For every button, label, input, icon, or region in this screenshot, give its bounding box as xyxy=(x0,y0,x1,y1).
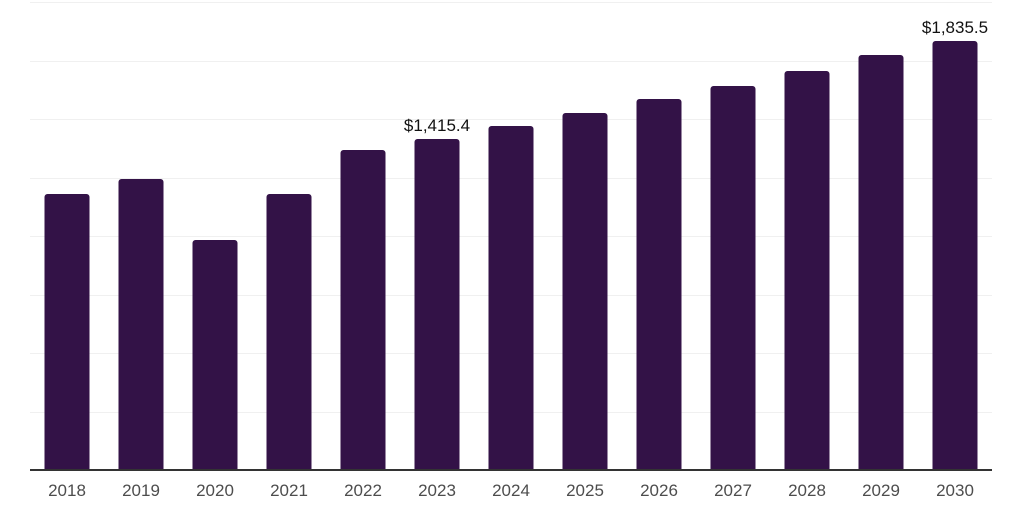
bar-2028 xyxy=(784,71,830,470)
bar-band-2028 xyxy=(770,2,844,470)
x-tick-2026: 2026 xyxy=(640,481,678,500)
bar-2029 xyxy=(858,55,904,470)
x-tick-2019: 2019 xyxy=(122,481,160,500)
bar-band-2018 xyxy=(30,2,104,470)
x-axis-line xyxy=(30,469,992,471)
bar-band-2020 xyxy=(178,2,252,470)
bar-2021 xyxy=(266,194,312,470)
bar-2022 xyxy=(340,150,386,470)
x-tick-2021: 2021 xyxy=(270,481,308,500)
bar-band-2029 xyxy=(844,2,918,470)
x-tick-2022: 2022 xyxy=(344,481,382,500)
bar-2020 xyxy=(192,239,238,470)
x-tick-2029: 2029 xyxy=(862,481,900,500)
bar-band-2025 xyxy=(548,2,622,470)
x-tick-2024: 2024 xyxy=(492,481,530,500)
data-label-2030: $1,835.5 xyxy=(921,17,989,37)
bar-2025 xyxy=(562,112,608,470)
bar-band-2022 xyxy=(326,2,400,470)
gridline xyxy=(30,119,992,120)
gridline xyxy=(30,60,992,62)
bar-2026 xyxy=(636,99,682,470)
bar-2027 xyxy=(710,86,756,470)
gridline xyxy=(30,2,992,3)
x-tick-2030: 2030 xyxy=(936,481,974,500)
bar-series: $1,415.4 $1,835.5 xyxy=(30,2,992,470)
bar-2018 xyxy=(44,193,90,470)
bar-band-2026 xyxy=(622,2,696,470)
bar-band-2030: $1,835.5 xyxy=(918,2,992,470)
plot-area: $1,415.4 $1,835.5 xyxy=(30,2,992,471)
bar-band-2019 xyxy=(104,2,178,470)
bar-band-2024 xyxy=(474,2,548,470)
bar-2030 xyxy=(932,40,978,470)
x-tick-2027: 2027 xyxy=(714,481,752,500)
x-tick-2020: 2020 xyxy=(196,481,234,500)
bar-band-2023: $1,415.4 xyxy=(400,2,474,470)
x-tick-2025: 2025 xyxy=(566,481,604,500)
x-axis-tick-labels: 2018 2019 2020 2021 2022 2023 2024 2025 2026 2027… xyxy=(30,481,992,501)
x-tick-2028: 2028 xyxy=(788,481,826,500)
bar-band-2027 xyxy=(696,2,770,470)
x-tick-2023: 2023 xyxy=(418,481,456,500)
bar-2023 xyxy=(414,138,460,470)
bar-2019 xyxy=(118,178,164,470)
bar-2024 xyxy=(488,126,534,470)
bar-band-2021 xyxy=(252,2,326,470)
data-label-2023: $1,415.4 xyxy=(403,115,471,135)
x-tick-2018: 2018 xyxy=(48,481,86,500)
